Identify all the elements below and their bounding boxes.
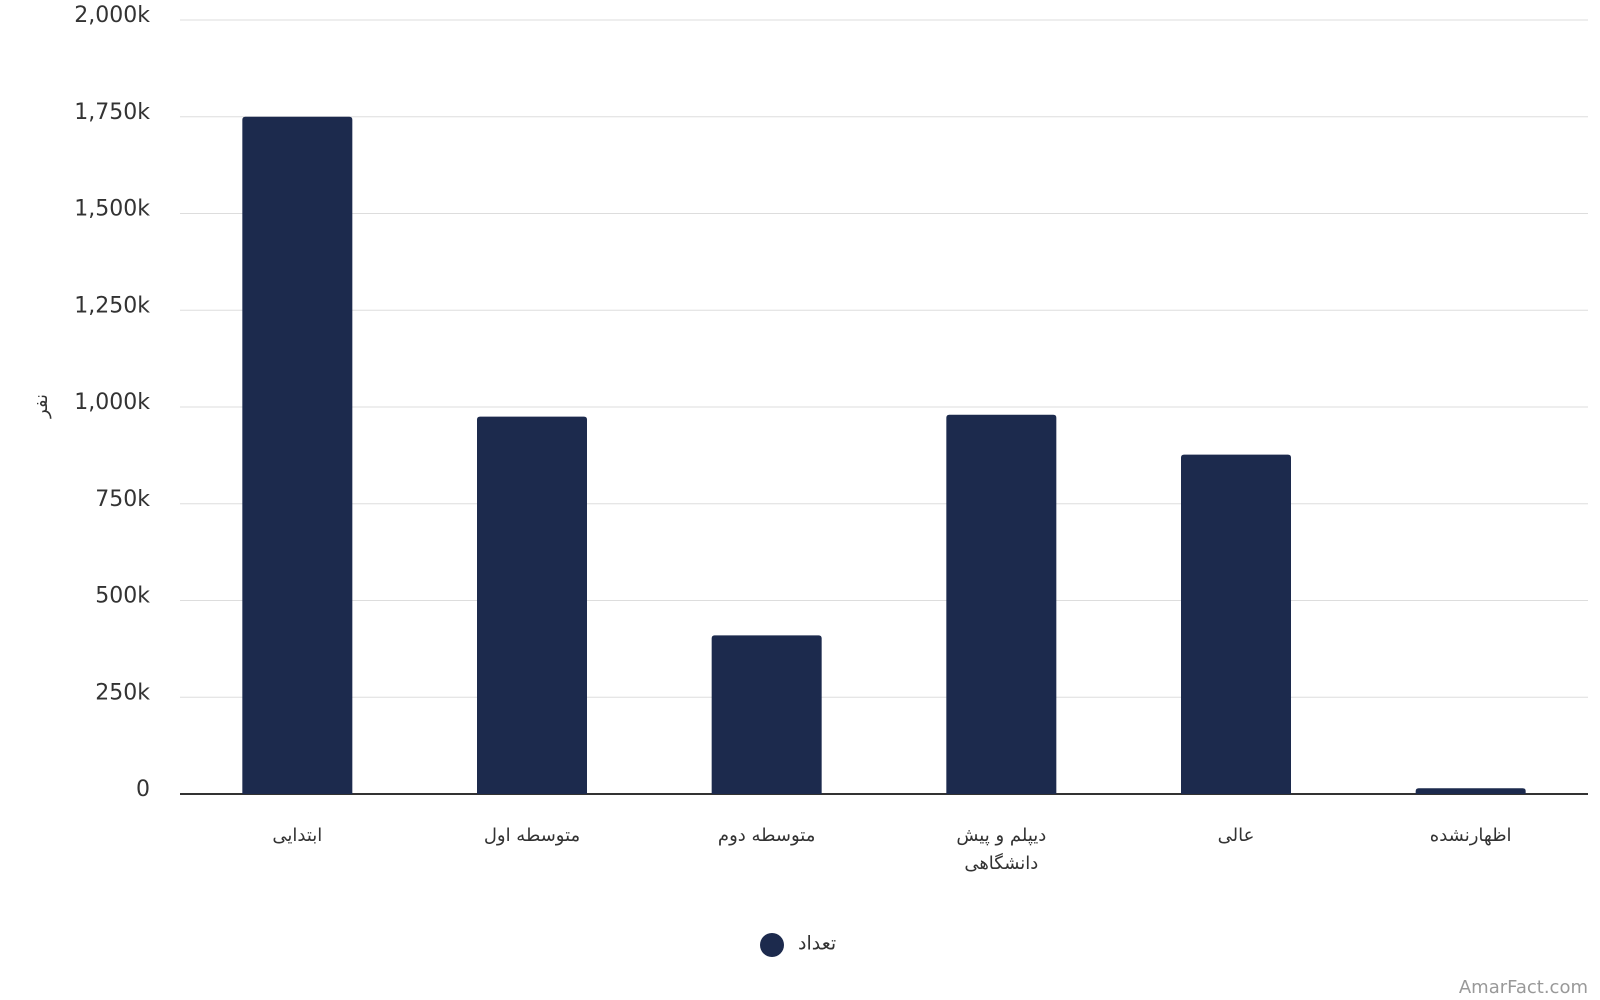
y-tick-label: 1,500k (74, 197, 150, 222)
x-tick-label: عالی (1217, 825, 1255, 846)
y-tick-label: 1,000k (74, 390, 150, 415)
y-tick-label: 0 (136, 777, 150, 802)
y-tick-label: 1,750k (74, 100, 150, 125)
y-tick-label: 2,000k (74, 3, 150, 28)
y-tick-label: 1,250k (74, 293, 150, 318)
x-tick-label: متوسطه دوم (717, 825, 816, 846)
bar (1415, 788, 1526, 794)
watermark: AmarFact.com (1459, 977, 1588, 998)
y-tick-label: 500k (95, 584, 150, 609)
y-tick-label: 750k (95, 487, 150, 512)
bar (711, 635, 822, 794)
bar (946, 414, 1057, 794)
x-tick-label: متوسطه اول (483, 825, 581, 846)
bar (242, 116, 353, 794)
bar (1181, 454, 1291, 794)
x-tick-label: اظهارنشده (1429, 825, 1512, 846)
y-tick-label: 250k (95, 680, 150, 705)
legend-label: تعداد (798, 933, 836, 955)
legend-marker (760, 933, 784, 957)
x-tick-label: دیپلم و پیش دانشگاهی (956, 825, 1047, 874)
bar (477, 416, 587, 794)
y-axis-label: نفر (31, 394, 52, 419)
x-tick-label: ابتدایی (272, 825, 323, 846)
